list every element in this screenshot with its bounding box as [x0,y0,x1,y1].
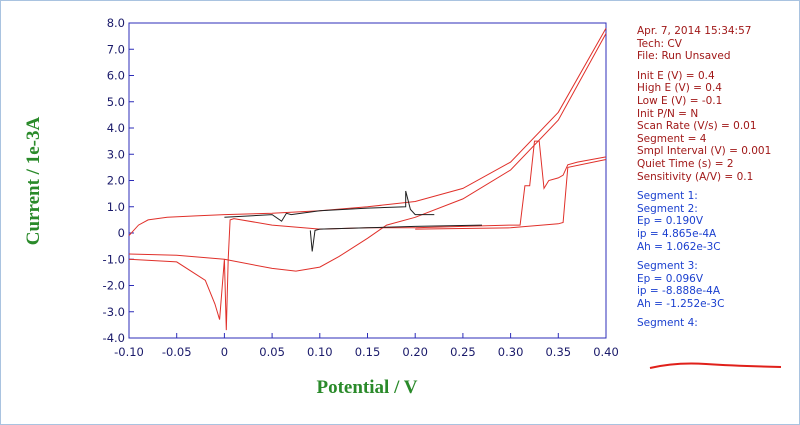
info-line: Init P/N = N [637,107,699,120]
y-tick-label: -1.0 [103,252,125,266]
segment-group: Segment 4: [637,317,797,330]
y-tick-label: 5.0 [107,95,125,109]
x-tick-label: 0.30 [498,345,524,359]
y-tick-label: 6.0 [107,69,125,83]
y-tick-label: 0 [118,226,125,240]
x-tick-label: -0.10 [114,345,144,359]
x-axis-title: Potential / V [317,377,418,398]
y-tick-label: 2.0 [107,174,125,188]
info-line: Segment 1: [637,190,698,203]
x-tick-label: 0.15 [355,345,381,359]
info-line: Tech: CV [637,37,682,50]
y-tick-label: 8.0 [107,16,125,30]
parameter-group: Init E (V) = 0.4 High E (V) = 0.4 Low E (V… [637,70,797,183]
x-tick-label: 0.20 [402,345,428,359]
info-line: File: Run Unsaved [637,50,731,63]
y-tick-label: 3.0 [107,147,125,161]
info-line: Quiet Time (s) = 2 [637,157,734,170]
segment-group: Segment 1: Segment 2: Ep = 0.190V ip = 4.86… [637,190,797,253]
data-line [309,224,483,252]
squiggle [649,362,782,369]
y-axis-title: Current / 1e-3A [23,117,44,246]
plot-frame [128,22,607,339]
info-line: ip = -8.888e-4A [637,285,721,298]
annotation-squiggle [649,362,782,369]
info-line: Scan Rate (V/s) = 0.01 [637,120,757,133]
x-tick-label: 0.25 [450,345,476,359]
info-line: ip = 4.865e-4A [637,227,717,240]
data-line [128,33,607,272]
x-tick-label: 0.40 [593,345,619,359]
info-line: Sensitivity (A/V) = 0.1 [637,170,754,183]
x-tick-label: 0.10 [307,345,333,359]
info-line: Ep = 0.096V [637,272,704,285]
info-line: Low E (V) = -0.1 [637,94,723,107]
data-line [128,218,416,331]
segment-group: Segment 3: Ep = 0.096V ip = -8.888e-4A Ah =… [637,260,797,310]
data-line [415,159,607,230]
header-group: Apr. 7, 2014 15:34:57 Tech: CV File: Run U… [637,25,797,63]
x-tick-label: 0.05 [259,345,285,359]
y-tick-label: 7.0 [107,42,125,56]
y-tick-label: 1.0 [107,200,125,214]
x-tick-label: -0.05 [162,345,192,359]
info-line: High E (V) = 0.4 [637,82,722,95]
info-line: Segment 4: [637,317,698,330]
data-line [415,140,607,229]
info-line: Segment 3: [637,260,698,273]
info-panel: Apr. 7, 2014 15:34:57 Tech: CV File: Run U… [637,25,797,330]
y-tick-label: 4.0 [107,121,125,135]
chart: Potential / V Current / 1e-3A -4.0 -3.0 -2… [23,16,619,398]
info-line: Segment = 4 [637,132,707,145]
info-line: Segment 2: [637,202,698,215]
info-line: Apr. 7, 2014 15:34:57 [637,25,752,37]
data-line [128,28,607,236]
data-line [224,190,435,222]
x-tick-label: 0.35 [545,345,571,359]
info-line: Ah = 1.062e-3C [637,240,721,253]
info-line: Smpl Interval (V) = 0.001 [637,145,772,158]
y-tick-label: -4.0 [103,331,125,345]
y-tick-label: -2.0 [103,279,125,293]
y-tick-label: -3.0 [103,305,125,319]
info-line: Ah = -1.252e-3C [637,297,725,310]
x-tick-label: 0 [221,345,228,359]
info-line: Init E (V) = 0.4 [637,69,715,82]
info-line: Ep = 0.190V [637,215,704,228]
